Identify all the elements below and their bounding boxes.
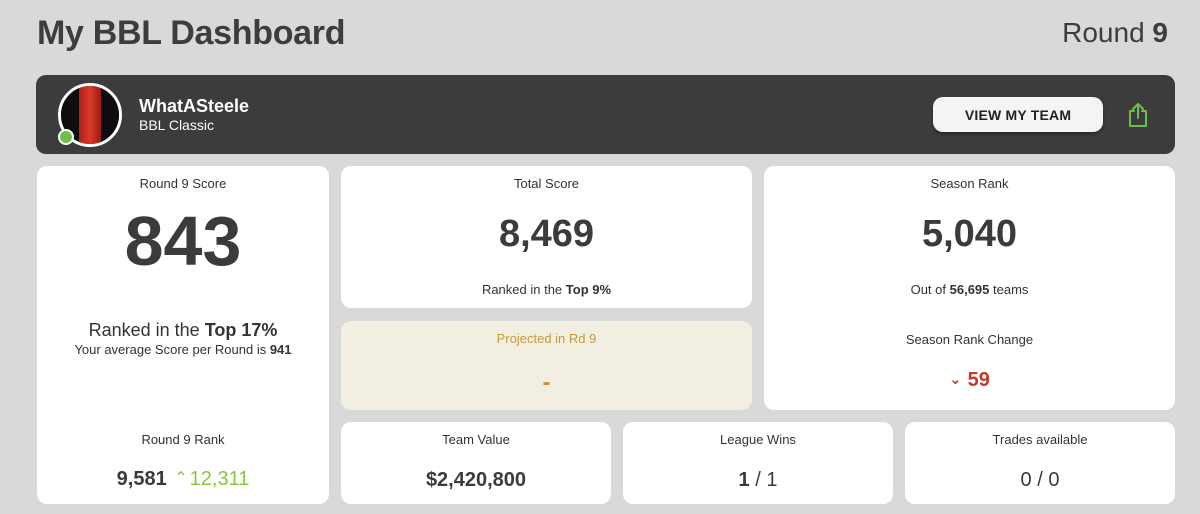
total-score-rank: Ranked in the Top 9% xyxy=(341,282,752,297)
average-score: Your average Score per Round is 941 xyxy=(37,342,329,357)
round-prefix: Round xyxy=(1062,17,1145,48)
team-value-value: $2,420,800 xyxy=(425,469,527,491)
season-rank-value: 5,040 xyxy=(921,213,1018,255)
projected-label: Projected in Rd 9 xyxy=(496,331,597,346)
trades-card: Trades available 0 / 0 xyxy=(905,422,1175,504)
round-rank-change: ⌃ 12,311 xyxy=(172,468,249,490)
projected-value: - xyxy=(542,369,551,396)
team-name: WhatASteele xyxy=(139,96,250,116)
out-of-suffix: teams xyxy=(993,282,1029,297)
trades-label: Trades available xyxy=(992,432,1088,447)
team-value-label: Team Value xyxy=(442,432,510,447)
total-rank-top: Top 9% xyxy=(565,282,612,297)
avatar-stripe-middle xyxy=(79,86,101,144)
total-score-value: 8,469 xyxy=(498,213,595,255)
round-rank-values: 9,581 ⌃ 12,311 xyxy=(37,468,329,491)
season-rank-card: Season Rank 5,040 Out of 56,695 teams Se… xyxy=(764,166,1175,410)
total-score-card: Total Score 8,469 Ranked in the Top 9% xyxy=(341,166,752,308)
round-indicator: Round 9 xyxy=(1062,17,1168,49)
league-wins-separator: / xyxy=(755,469,761,491)
season-rank-change-label: Season Rank Change xyxy=(905,332,1034,347)
league-wins-count: 1 xyxy=(738,469,750,491)
season-rank-out-of: Out of 56,695 teams xyxy=(764,282,1175,297)
view-my-team-button[interactable]: VIEW MY TEAM xyxy=(933,97,1103,132)
round-number: 9 xyxy=(1152,17,1168,48)
total-rank-prefix: Ranked in the xyxy=(481,282,563,297)
round-rank-value: 9,581 xyxy=(116,468,167,490)
average-score-value: 941 xyxy=(269,342,292,357)
league-wins-value: 1 / 1 xyxy=(623,469,893,492)
league-wins-label: League Wins xyxy=(720,432,796,447)
league-wins-card: League Wins 1 / 1 xyxy=(623,422,893,504)
team-league: BBL Classic xyxy=(139,117,214,133)
chevron-down-icon: ⌄ xyxy=(949,371,962,388)
round-rank-prefix: Ranked in the xyxy=(88,320,200,340)
round-score-value: 843 xyxy=(124,202,242,280)
season-rank-change-value: 59 xyxy=(967,369,990,391)
online-status-dot xyxy=(58,129,74,145)
projected-card: Projected in Rd 9 - xyxy=(341,321,752,410)
share-icon[interactable] xyxy=(1126,102,1150,128)
average-score-prefix: Your average Score per Round is xyxy=(74,342,267,357)
round-rank-previous: 12,311 xyxy=(189,468,250,490)
season-rank-label: Season Rank xyxy=(930,176,1009,191)
league-wins-total: 1 xyxy=(766,469,778,491)
out-of-prefix: Out of xyxy=(910,282,946,297)
page-title: My BBL Dashboard xyxy=(37,14,346,52)
out-of-count: 56,695 xyxy=(949,282,990,297)
team-banner: WhatASteele BBL Classic VIEW MY TEAM xyxy=(36,75,1175,154)
round-rank-top: Top 17% xyxy=(204,320,278,340)
round-score-label: Round 9 Score xyxy=(139,176,227,191)
team-value-card: Team Value $2,420,800 xyxy=(341,422,611,504)
avatar-stripe-right xyxy=(101,86,119,144)
chevron-up-icon: ⌃ xyxy=(174,470,188,487)
season-rank-change: ⌄ 59 xyxy=(764,369,1175,392)
round-rank-label: Round 9 Rank xyxy=(141,432,225,447)
round-score-rank: Ranked in the Top 17% xyxy=(37,320,329,341)
round-score-card: Round 9 Score 843 Ranked in the Top 17% … xyxy=(37,166,329,504)
trades-value: 0 / 0 xyxy=(1020,469,1060,491)
total-score-label: Total Score xyxy=(513,176,580,191)
